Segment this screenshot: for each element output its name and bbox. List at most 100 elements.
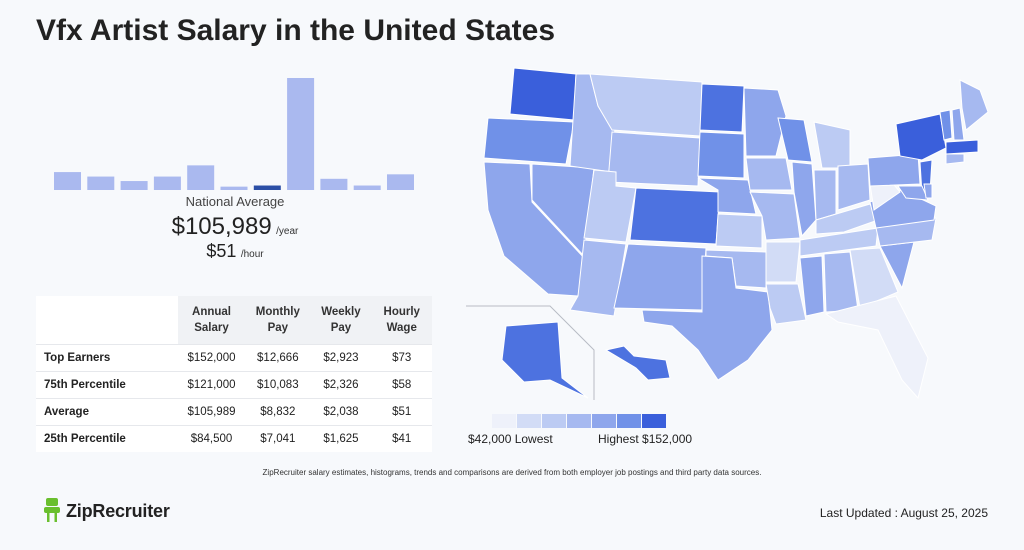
map-legend-swatch xyxy=(567,414,591,428)
national-average-label: National Average xyxy=(185,194,285,209)
map-state-il xyxy=(791,161,817,238)
table-header-row: Annual Salary Monthly Pay Weekly Pay Hou… xyxy=(36,296,432,345)
histogram-bar xyxy=(220,186,248,190)
map-legend-scale xyxy=(492,414,667,428)
table-cell: $58 xyxy=(371,371,432,399)
map-state-ks xyxy=(715,213,763,249)
map-state-ct xyxy=(945,153,965,165)
histogram-bar xyxy=(120,181,148,190)
salary-histogram xyxy=(54,78,414,190)
data-source-footnote: ZipRecruiter salary estimates, histogram… xyxy=(262,468,762,477)
table-cell: $2,923 xyxy=(310,344,372,372)
map-state-md xyxy=(897,185,929,201)
hourly-unit: /hour xyxy=(240,249,264,260)
hourly-amount: $51 xyxy=(206,241,237,261)
table-header: Weekly Pay xyxy=(310,296,372,345)
map-inset-divider xyxy=(466,305,595,400)
last-updated: Last Updated : August 25, 2025 xyxy=(819,506,988,520)
chair-icon xyxy=(44,498,60,522)
table-row-label: Average xyxy=(36,398,178,426)
table-cell: $12,666 xyxy=(245,344,311,372)
map-legend-swatch xyxy=(542,414,566,428)
map-state-wa xyxy=(509,67,577,121)
histogram-bar xyxy=(353,185,381,190)
histogram-bar xyxy=(387,174,414,190)
histogram-bar-national-average xyxy=(253,185,281,190)
map-state-ma xyxy=(945,139,979,155)
table-cell: $51 xyxy=(371,398,432,426)
table-header: Annual Salary xyxy=(177,296,246,345)
map-state-ms xyxy=(799,255,825,317)
map-state-nh xyxy=(951,107,965,141)
histogram-bar xyxy=(153,176,181,190)
ziprecruiter-logo[interactable]: ZipRecruiter xyxy=(42,498,170,524)
table-cell: $1,625 xyxy=(310,425,372,452)
table-cell: $73 xyxy=(371,344,432,372)
table-cell: $2,038 xyxy=(310,398,372,426)
table-row: Average $105,989 $8,832 $2,038 $51 xyxy=(36,398,432,426)
table-row: Top Earners $152,000 $12,666 $2,923 $73 xyxy=(36,344,432,372)
histogram-bar xyxy=(87,176,115,190)
hourly-salary: $51 /hour xyxy=(60,241,410,262)
yearly-salary: $105,989 /year xyxy=(60,213,410,241)
histogram-bar xyxy=(320,178,348,190)
table-cell: $121,000 xyxy=(177,371,246,399)
map-state-tx xyxy=(641,255,773,381)
table-cell: $105,989 xyxy=(177,398,246,426)
map-state-ny xyxy=(895,113,947,161)
table-cell: $152,000 xyxy=(177,344,246,372)
map-state-mn xyxy=(743,87,787,157)
map-legend-high-label: Highest $152,000 xyxy=(598,432,693,446)
table-row: 75th Percentile $121,000 $10,083 $2,326 … xyxy=(36,371,432,399)
map-state-co xyxy=(629,187,721,245)
table-cell: $2,326 xyxy=(310,371,372,399)
map-state-la xyxy=(765,283,807,325)
map-state-in xyxy=(813,169,837,221)
table-row: 25th Percentile $84,500 $7,041 $1,625 $4… xyxy=(36,425,432,452)
map-state-wy xyxy=(607,131,701,187)
map-state-ga xyxy=(849,247,899,309)
map-state-mo xyxy=(749,191,801,241)
map-state-ak xyxy=(501,321,589,399)
histogram-bar xyxy=(187,165,215,190)
histogram-bar xyxy=(287,78,315,190)
map-state-fl xyxy=(824,295,929,400)
map-state-nm xyxy=(613,243,707,311)
us-salary-map xyxy=(466,67,989,400)
salary-table: Annual Salary Monthly Pay Weekly Pay Hou… xyxy=(36,296,432,452)
map-state-hi xyxy=(604,345,671,381)
table-cell: $84,500 xyxy=(177,425,246,452)
table-header: Monthly Pay xyxy=(245,296,311,345)
yearly-unit: /year xyxy=(276,226,299,237)
map-state-ky xyxy=(815,203,879,235)
map-state-sd xyxy=(697,131,745,179)
map-state-ar xyxy=(765,241,801,283)
table-header: Hourly Wage xyxy=(371,296,432,345)
table-cell: $41 xyxy=(371,425,432,452)
map-state-de xyxy=(923,183,933,199)
map-state-pa xyxy=(867,153,921,187)
map-legend-swatch xyxy=(517,414,541,428)
map-state-oh xyxy=(837,163,871,211)
map-legend-swatch xyxy=(592,414,616,428)
map-legend-swatch xyxy=(617,414,641,428)
map-state-vt xyxy=(939,109,953,141)
table-row-label: Top Earners xyxy=(36,344,178,372)
map-legend-low-label: $42,000 Lowest xyxy=(468,432,553,446)
table-cell: $10,083 xyxy=(245,371,311,399)
table-header-blank xyxy=(36,296,178,345)
map-state-tn xyxy=(799,227,879,257)
map-state-ne xyxy=(697,177,757,215)
histogram-bar xyxy=(54,172,81,190)
table-row-label: 25th Percentile xyxy=(36,425,178,452)
page-title: Vfx Artist Salary in the United States xyxy=(36,14,556,47)
map-state-or xyxy=(483,117,575,165)
yearly-amount: $105,989 xyxy=(171,213,272,240)
map-state-wi xyxy=(777,117,813,163)
map-state-nd xyxy=(699,83,745,133)
map-state-az xyxy=(569,239,627,317)
map-state-ia xyxy=(745,157,793,191)
map-state-mt xyxy=(589,73,703,137)
brand-name: ZipRecruiter xyxy=(66,500,170,521)
map-state-me xyxy=(959,79,989,131)
